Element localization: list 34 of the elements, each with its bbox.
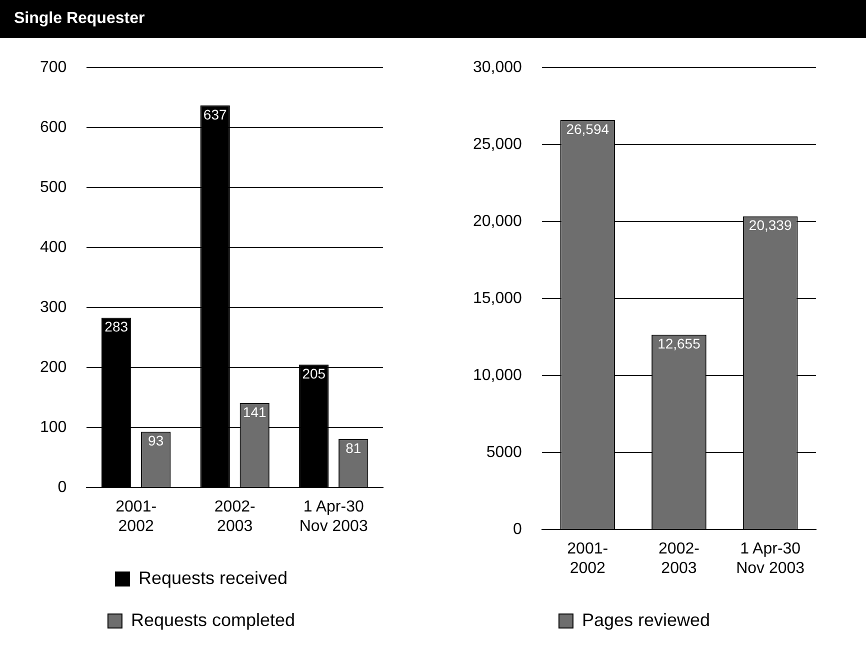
x-tick-label: 2001-2002 xyxy=(567,540,608,577)
y-tick-label: 300 xyxy=(40,299,67,316)
x-tick-label: 1 Apr-30 Nov 2003 xyxy=(299,498,368,535)
y-tick-label: 100 xyxy=(40,419,67,436)
data-label: 141 xyxy=(242,404,266,420)
legend-label: Pages reviewed xyxy=(582,610,710,630)
data-label: 205 xyxy=(302,365,326,382)
x-tick-label: 1 Apr-30 Nov 2003 xyxy=(736,540,805,577)
data-label: 20,339 xyxy=(748,217,792,234)
y-tick-label: 5000 xyxy=(486,444,522,462)
y-tick-label: 15,000 xyxy=(473,290,522,308)
x-tick-label: 2001-2002 xyxy=(116,498,157,535)
y-tick-label: 25,000 xyxy=(473,136,522,154)
chart-title: Single Requester xyxy=(0,0,866,38)
y-tick-label: 30,000 xyxy=(473,59,522,76)
y-tick-label: 400 xyxy=(40,239,67,256)
y-tick-label: 0 xyxy=(58,479,67,496)
y-tick-label: 700 xyxy=(40,59,67,76)
y-tick-label: 0 xyxy=(513,521,522,538)
y-tick-label: 10,000 xyxy=(473,367,522,384)
y-tick-label: 20,000 xyxy=(473,213,522,230)
data-label: 637 xyxy=(203,106,227,122)
data-label: 283 xyxy=(104,318,128,335)
y-tick-label: 200 xyxy=(40,359,67,376)
legend-label: Requests received xyxy=(138,568,288,588)
x-tick-label: 2002-2003 xyxy=(658,540,700,577)
data-label: 12,655 xyxy=(658,336,701,352)
data-label: 81 xyxy=(346,440,362,456)
data-label: 26,594 xyxy=(566,120,610,137)
y-tick-label: 600 xyxy=(40,119,67,136)
y-tick-label: 500 xyxy=(40,179,67,196)
legend-label: Requests completed xyxy=(130,610,296,630)
data-label: 93 xyxy=(148,432,164,449)
x-tick-label: 2002-2003 xyxy=(214,498,256,535)
